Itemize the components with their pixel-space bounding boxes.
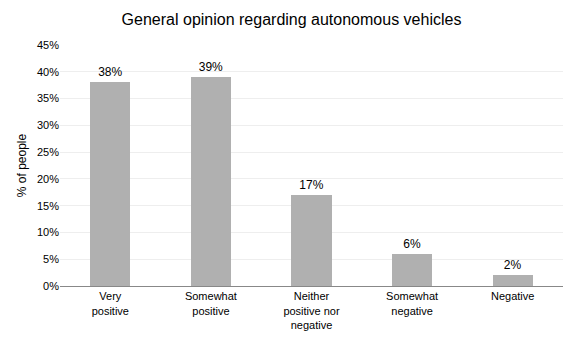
svg-text:Negative: Negative (491, 290, 534, 302)
svg-text:2%: 2% (504, 258, 522, 272)
svg-text:% of people: % of people (15, 133, 29, 197)
svg-text:0%: 0% (43, 280, 59, 292)
svg-text:25%: 25% (37, 146, 59, 158)
svg-text:10%: 10% (37, 226, 59, 238)
svg-text:17%: 17% (299, 178, 323, 192)
svg-text:15%: 15% (37, 200, 59, 212)
svg-text:Neitherpositive nornegative: Neitherpositive nornegative (283, 290, 340, 331)
svg-text:39%: 39% (199, 60, 223, 74)
svg-text:General opinion regarding auto: General opinion regarding autonomous veh… (122, 11, 462, 28)
svg-text:35%: 35% (37, 92, 59, 104)
svg-text:38%: 38% (98, 65, 122, 79)
svg-text:Verypositive: Verypositive (92, 290, 129, 316)
svg-text:30%: 30% (37, 119, 59, 131)
svg-text:20%: 20% (37, 173, 59, 185)
svg-text:40%: 40% (37, 66, 59, 78)
svg-text:5%: 5% (43, 253, 59, 265)
svg-text:6%: 6% (403, 237, 421, 251)
svg-text:Somewhatpositive: Somewhatpositive (185, 290, 237, 316)
svg-text:45%: 45% (37, 39, 59, 51)
svg-text:Somewhatnegative: Somewhatnegative (386, 290, 438, 316)
